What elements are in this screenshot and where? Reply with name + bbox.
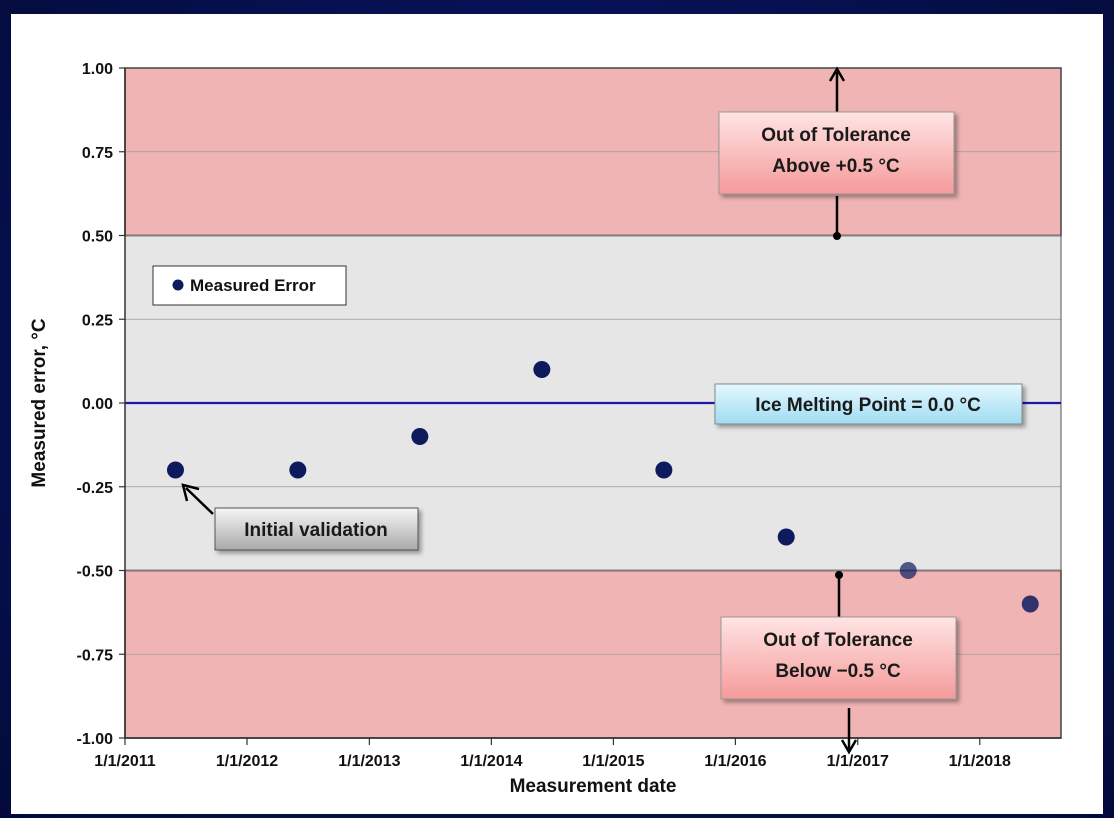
x-tick-label: 1/1/2015 <box>582 753 644 770</box>
y-tick-label: 0.75 <box>82 145 113 162</box>
upper-arrowhead-icon <box>828 66 846 82</box>
upper-tolerance-callout: Out of Tolerance Above +0.5 °C <box>718 111 955 195</box>
x-tick-label: 1/1/2012 <box>216 753 278 770</box>
x-axis: 1/1/2011 1/1/2012 1/1/2013 1/1/2014 1/1/2015… <box>94 737 1061 770</box>
ice-melting-callout: Ice Melting Point = 0.0 °C <box>714 383 1023 425</box>
ice-callout-text: Ice Melting Point = 0.0 °C <box>755 395 981 416</box>
data-point <box>533 361 551 378</box>
data-point <box>777 528 795 546</box>
data-point <box>411 428 429 445</box>
x-tick-label: 1/1/2014 <box>460 753 522 770</box>
lower-arrowhead-icon <box>840 739 858 755</box>
x-tick-label: 1/1/2018 <box>949 753 1011 770</box>
legend-label: Measured Error <box>190 276 316 295</box>
initial-callout-text: Initial validation <box>244 520 388 541</box>
annotation-arrows <box>181 66 858 755</box>
lower-tolerance-callout: Out of Tolerance Below −0.5 °C <box>720 616 957 700</box>
x-tick-label: 1/1/2013 <box>338 753 400 770</box>
legend-box <box>152 265 347 306</box>
initial-callout-box <box>214 507 419 551</box>
x-tick-label: 1/1/2017 <box>827 753 889 770</box>
y-tick-label: -1.00 <box>77 731 114 748</box>
data-point <box>166 461 184 479</box>
data-points <box>166 361 1039 613</box>
lower-callout-box <box>720 616 957 700</box>
upper-callout-line2: Above +0.5 °C <box>772 156 900 177</box>
x-axis-title: Measurement date <box>510 776 677 797</box>
initial-arrowhead-icon <box>181 483 200 502</box>
y-tick-label: 0.00 <box>82 396 113 413</box>
x-tick-label: 1/1/2011 <box>94 753 156 770</box>
upper-callout-line1: Out of Tolerance <box>761 125 911 146</box>
ice-callout-box <box>714 383 1023 425</box>
y-tick-label: 0.25 <box>82 312 113 329</box>
y-axis-title: Measured error, °C <box>29 318 50 487</box>
data-point <box>1021 595 1039 613</box>
lower-connector-dot <box>835 571 843 579</box>
lower-callout-line1: Out of Tolerance <box>763 630 913 651</box>
upper-callout-box <box>718 111 955 195</box>
y-axis: 1.00 0.75 0.50 0.25 0.00 -0.25 -0.50 -0.75 -1.00 <box>77 61 126 748</box>
data-point <box>289 461 307 479</box>
y-tick-label: -0.75 <box>77 647 114 664</box>
initial-validation-callout: Initial validation <box>214 507 419 551</box>
data-point <box>899 562 917 579</box>
x-tick-label: 1/1/2016 <box>704 753 766 770</box>
initial-arrow-line <box>185 487 214 515</box>
lower-callout-line2: Below −0.5 °C <box>775 661 901 682</box>
y-tick-label: -0.50 <box>77 564 114 581</box>
chart-frame: 1.00 0.75 0.50 0.25 0.00 -0.25 -0.50 -0.75 -1.00… <box>11 14 1103 814</box>
legend: Measured Error <box>152 265 347 306</box>
y-tick-label: 0.50 <box>82 229 113 246</box>
y-tick-label: -0.25 <box>77 480 114 497</box>
y-tick-label: 1.00 <box>82 61 113 78</box>
chart-svg: 1.00 0.75 0.50 0.25 0.00 -0.25 -0.50 -0.75 -1.00… <box>29 61 1062 797</box>
legend-marker <box>172 279 184 291</box>
data-point <box>655 461 673 479</box>
upper-connector-dot <box>833 232 841 240</box>
